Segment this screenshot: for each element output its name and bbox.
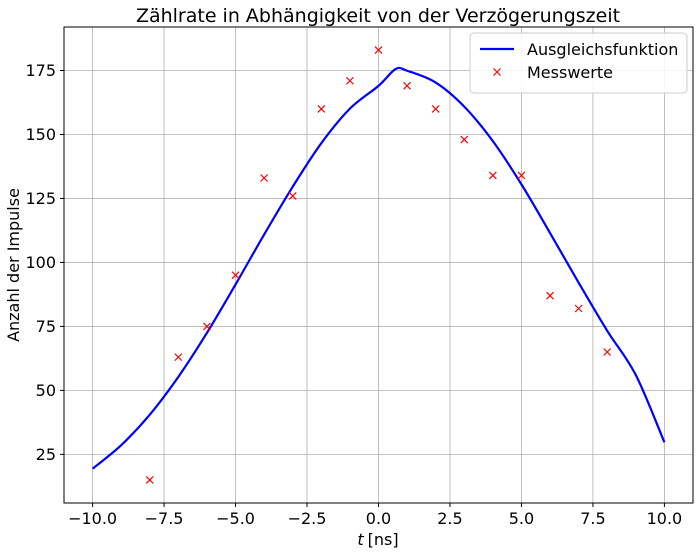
marker-stroke: [288, 191, 297, 200]
marker-stroke: [460, 135, 469, 144]
legend-label-fit: Ausgleichsfunktion: [527, 40, 678, 59]
marker-stroke: [203, 322, 211, 331]
marker-stroke: [374, 46, 383, 54]
legend-marker-swatch: [493, 68, 501, 76]
legend-box: [469, 32, 688, 94]
fit-curve-layer: [91, 66, 666, 470]
grid-lines: [64, 27, 693, 503]
data-point-marker: [317, 104, 326, 113]
y-tick-label: 150: [25, 125, 56, 144]
marker-stroke: [174, 353, 183, 362]
x-axis-symbol: t: [357, 530, 364, 549]
data-point-marker: [403, 81, 412, 90]
data-point-marker: [488, 171, 497, 180]
marker-stroke: [574, 304, 583, 313]
data-point-marker: [546, 291, 554, 300]
data-point-marker: [431, 104, 440, 113]
fit-curve-line: [91, 66, 666, 470]
x-tick-label: −10.0: [68, 509, 117, 528]
marker-stroke: [403, 81, 412, 90]
marker-stroke: [517, 171, 526, 180]
marker-stroke: [145, 476, 154, 484]
x-tick-label: −5.0: [216, 509, 255, 528]
data-point-marker: [288, 191, 297, 200]
x-axis-label: t [ns]: [357, 530, 398, 549]
marker-stroke: [231, 271, 240, 280]
x-tick-label: 0.0: [366, 509, 391, 528]
data-point-marker: [345, 76, 354, 85]
data-point-marker: [603, 348, 612, 356]
y-tick-label: 25: [36, 445, 56, 464]
chart-title: Zählrate in Abhängigkeit von der Verzöge…: [136, 5, 620, 27]
data-point-marker: [203, 322, 211, 331]
x-axis-ticks: −10.0 −7.5 −5.0 −2.5 0.0 2.5 5.0 7.5 10.0: [68, 503, 682, 528]
legend: Ausgleichsfunktion Messwerte: [469, 32, 688, 94]
marker-stroke: [317, 104, 326, 113]
data-point-marker: [374, 46, 383, 54]
y-tick-label: 75: [36, 317, 56, 336]
x-tick-label: 2.5: [437, 509, 462, 528]
x-tick-label: 7.5: [580, 509, 605, 528]
data-point-marker: [460, 135, 469, 144]
x-tick-label: −7.5: [145, 509, 184, 528]
data-point-marker: [260, 174, 269, 182]
marker-stroke: [345, 76, 354, 85]
marker-stroke: [603, 348, 612, 356]
data-point-marker: [574, 304, 583, 313]
data-point-marker: [517, 171, 526, 180]
marker-stroke: [431, 104, 440, 113]
y-tick-label: 175: [25, 61, 56, 80]
y-axis-label: Anzahl der Impulse: [4, 188, 23, 342]
y-tick-label: 125: [25, 189, 56, 208]
y-axis-ticks: 25 50 75 100 125 150 175: [25, 61, 64, 464]
legend-label-data: Messwerte: [527, 63, 613, 82]
data-point-marker: [174, 353, 183, 362]
marker-stroke: [260, 174, 269, 182]
data-point-marker: [145, 476, 154, 484]
x-tick-label: −2.5: [288, 509, 327, 528]
marker-stroke: [488, 171, 497, 180]
marker-stroke: [546, 291, 554, 300]
x-tick-label: 5.0: [509, 509, 534, 528]
x-axis-unit: [ns]: [368, 530, 399, 549]
y-tick-label: 50: [36, 381, 56, 400]
data-points-layer: [145, 46, 612, 484]
y-tick-label: 100: [25, 253, 56, 272]
x-tick-label: 10.0: [647, 509, 683, 528]
data-point-marker: [231, 271, 240, 280]
